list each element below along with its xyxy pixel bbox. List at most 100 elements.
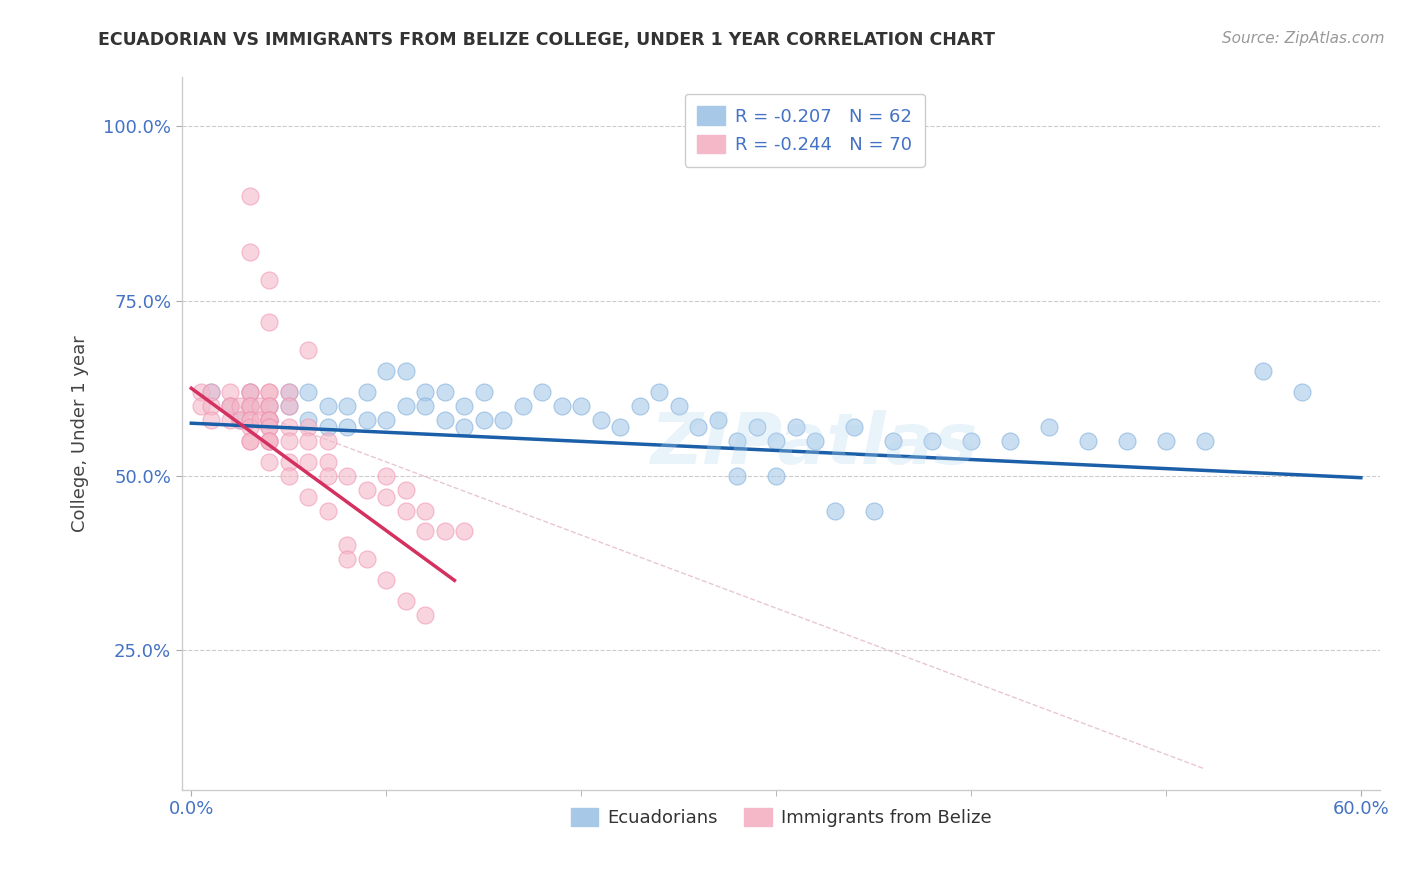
Point [249, 413, 271, 427]
Point [190, 384, 212, 399]
Point [745, 419, 768, 434]
Point [569, 399, 592, 413]
Point [960, 434, 983, 448]
Point [229, 413, 252, 427]
Text: ZIPatlas: ZIPatlas [651, 409, 979, 479]
Point [336, 552, 359, 566]
Point [395, 364, 418, 378]
Point [259, 384, 281, 399]
Point [453, 524, 475, 539]
Point [259, 455, 281, 469]
Point [259, 413, 281, 427]
Point [336, 468, 359, 483]
Y-axis label: College, Under 1 year: College, Under 1 year [72, 335, 89, 532]
Point [862, 503, 884, 517]
Point [219, 399, 242, 413]
Point [375, 413, 398, 427]
Point [259, 273, 281, 287]
Point [277, 399, 299, 413]
Point [239, 434, 262, 448]
Point [1291, 384, 1313, 399]
Point [648, 384, 671, 399]
Text: Source: ZipAtlas.com: Source: ZipAtlas.com [1222, 31, 1385, 46]
Point [259, 434, 281, 448]
Point [453, 399, 475, 413]
Point [259, 399, 281, 413]
Point [277, 434, 299, 448]
Point [531, 384, 554, 399]
Point [998, 434, 1021, 448]
Point [1253, 364, 1275, 378]
Point [433, 384, 456, 399]
Point [785, 419, 807, 434]
Point [356, 413, 378, 427]
Point [259, 399, 281, 413]
Point [297, 434, 319, 448]
Point [1194, 434, 1216, 448]
Point [200, 399, 222, 413]
Point [297, 490, 319, 504]
Point [239, 399, 262, 413]
Point [472, 384, 495, 399]
Point [239, 419, 262, 434]
Point [239, 413, 262, 427]
Point [239, 384, 262, 399]
Point [259, 384, 281, 399]
Text: ECUADORIAN VS IMMIGRANTS FROM BELIZE COLLEGE, UNDER 1 YEAR CORRELATION CHART: ECUADORIAN VS IMMIGRANTS FROM BELIZE COL… [98, 31, 995, 49]
Point [259, 434, 281, 448]
Point [229, 413, 252, 427]
Point [725, 434, 748, 448]
Point [200, 413, 222, 427]
Point [356, 483, 378, 497]
Point [219, 413, 242, 427]
Point [239, 245, 262, 260]
Point [259, 413, 281, 427]
Point [1038, 419, 1060, 434]
Point [375, 490, 398, 504]
Point [688, 419, 710, 434]
Point [550, 399, 572, 413]
Point [297, 413, 319, 427]
Point [239, 189, 262, 203]
Point [842, 419, 865, 434]
Point [259, 413, 281, 427]
Point [239, 434, 262, 448]
Point [433, 524, 456, 539]
Point [395, 483, 418, 497]
Point [219, 384, 242, 399]
Point [229, 399, 252, 413]
Point [882, 434, 904, 448]
Point [277, 384, 299, 399]
Point [413, 608, 436, 623]
Point [259, 419, 281, 434]
Point [200, 384, 222, 399]
Point [277, 419, 299, 434]
Point [725, 468, 748, 483]
Point [239, 399, 262, 413]
Point [336, 419, 359, 434]
Point [259, 413, 281, 427]
Point [316, 468, 339, 483]
Point [219, 399, 242, 413]
Legend: Ecuadorians, Immigrants from Belize: Ecuadorians, Immigrants from Belize [564, 800, 998, 834]
Point [765, 434, 787, 448]
Point [277, 455, 299, 469]
Point [472, 413, 495, 427]
Point [395, 503, 418, 517]
Point [589, 413, 612, 427]
Point [316, 503, 339, 517]
Point [239, 399, 262, 413]
Point [765, 468, 787, 483]
Point [921, 434, 943, 448]
Point [297, 384, 319, 399]
Point [200, 384, 222, 399]
Point [512, 399, 534, 413]
Point [1077, 434, 1099, 448]
Point [297, 419, 319, 434]
Point [297, 343, 319, 357]
Point [277, 468, 299, 483]
Point [316, 419, 339, 434]
Point [413, 503, 436, 517]
Point [336, 538, 359, 552]
Point [259, 419, 281, 434]
